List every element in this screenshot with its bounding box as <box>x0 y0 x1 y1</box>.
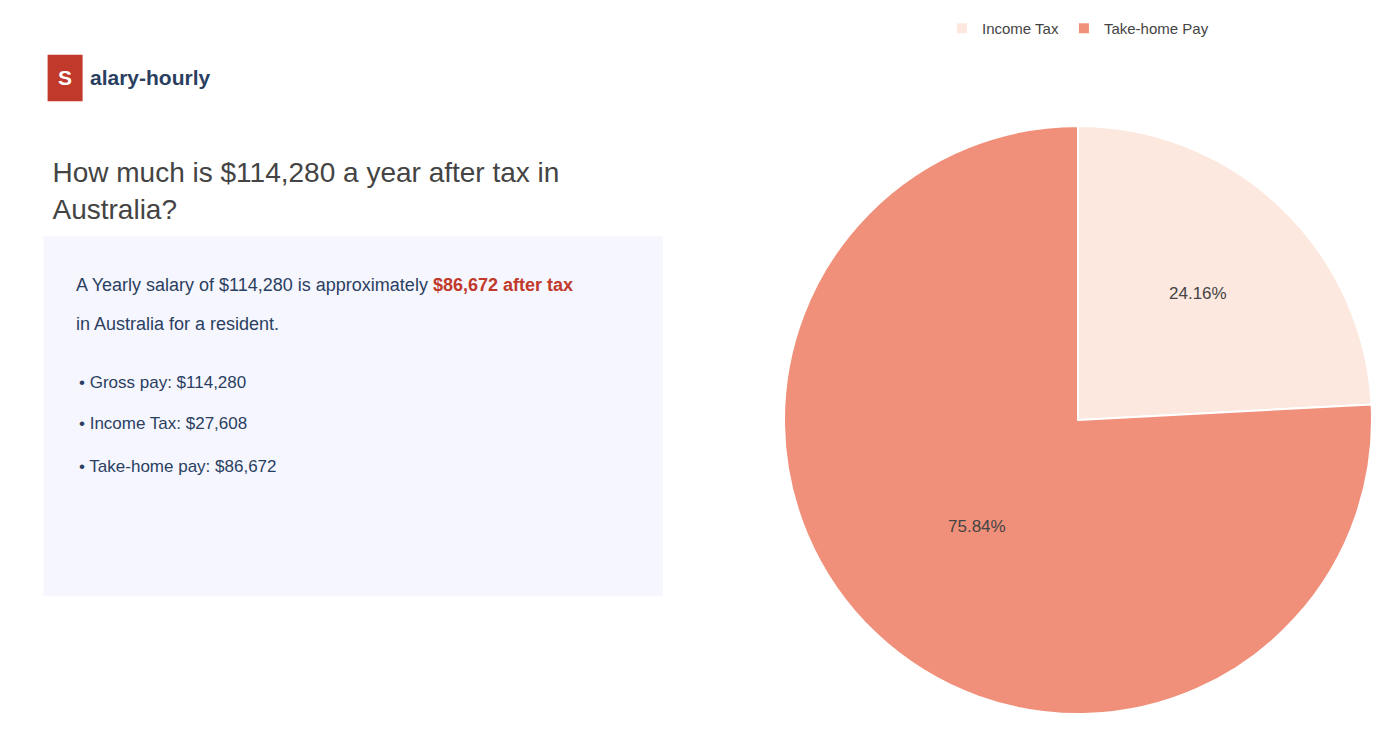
svg-text:• Take-home pay: $86,672: • Take-home pay: $86,672 <box>79 457 277 476</box>
svg-text:Income Tax: Income Tax <box>982 20 1059 37</box>
svg-text:• Income Tax: $27,608: • Income Tax: $27,608 <box>79 414 247 433</box>
svg-text:A Yearly salary of $114,280 is: A Yearly salary of $114,280 is approxima… <box>76 275 573 295</box>
svg-text:24.16%: 24.16% <box>1169 284 1227 303</box>
svg-text:S: S <box>58 66 72 89</box>
svg-text:Take-home Pay: Take-home Pay <box>1104 20 1209 37</box>
svg-text:in Australia for a resident.: in Australia for a resident. <box>76 314 279 334</box>
svg-text:75.84%: 75.84% <box>948 517 1006 536</box>
svg-text:alary-hourly: alary-hourly <box>90 66 211 89</box>
svg-text:• Gross pay: $114,280: • Gross pay: $114,280 <box>79 373 246 392</box>
svg-text:How much is $114,280 a year af: How much is $114,280 a year after tax in… <box>53 157 560 224</box>
